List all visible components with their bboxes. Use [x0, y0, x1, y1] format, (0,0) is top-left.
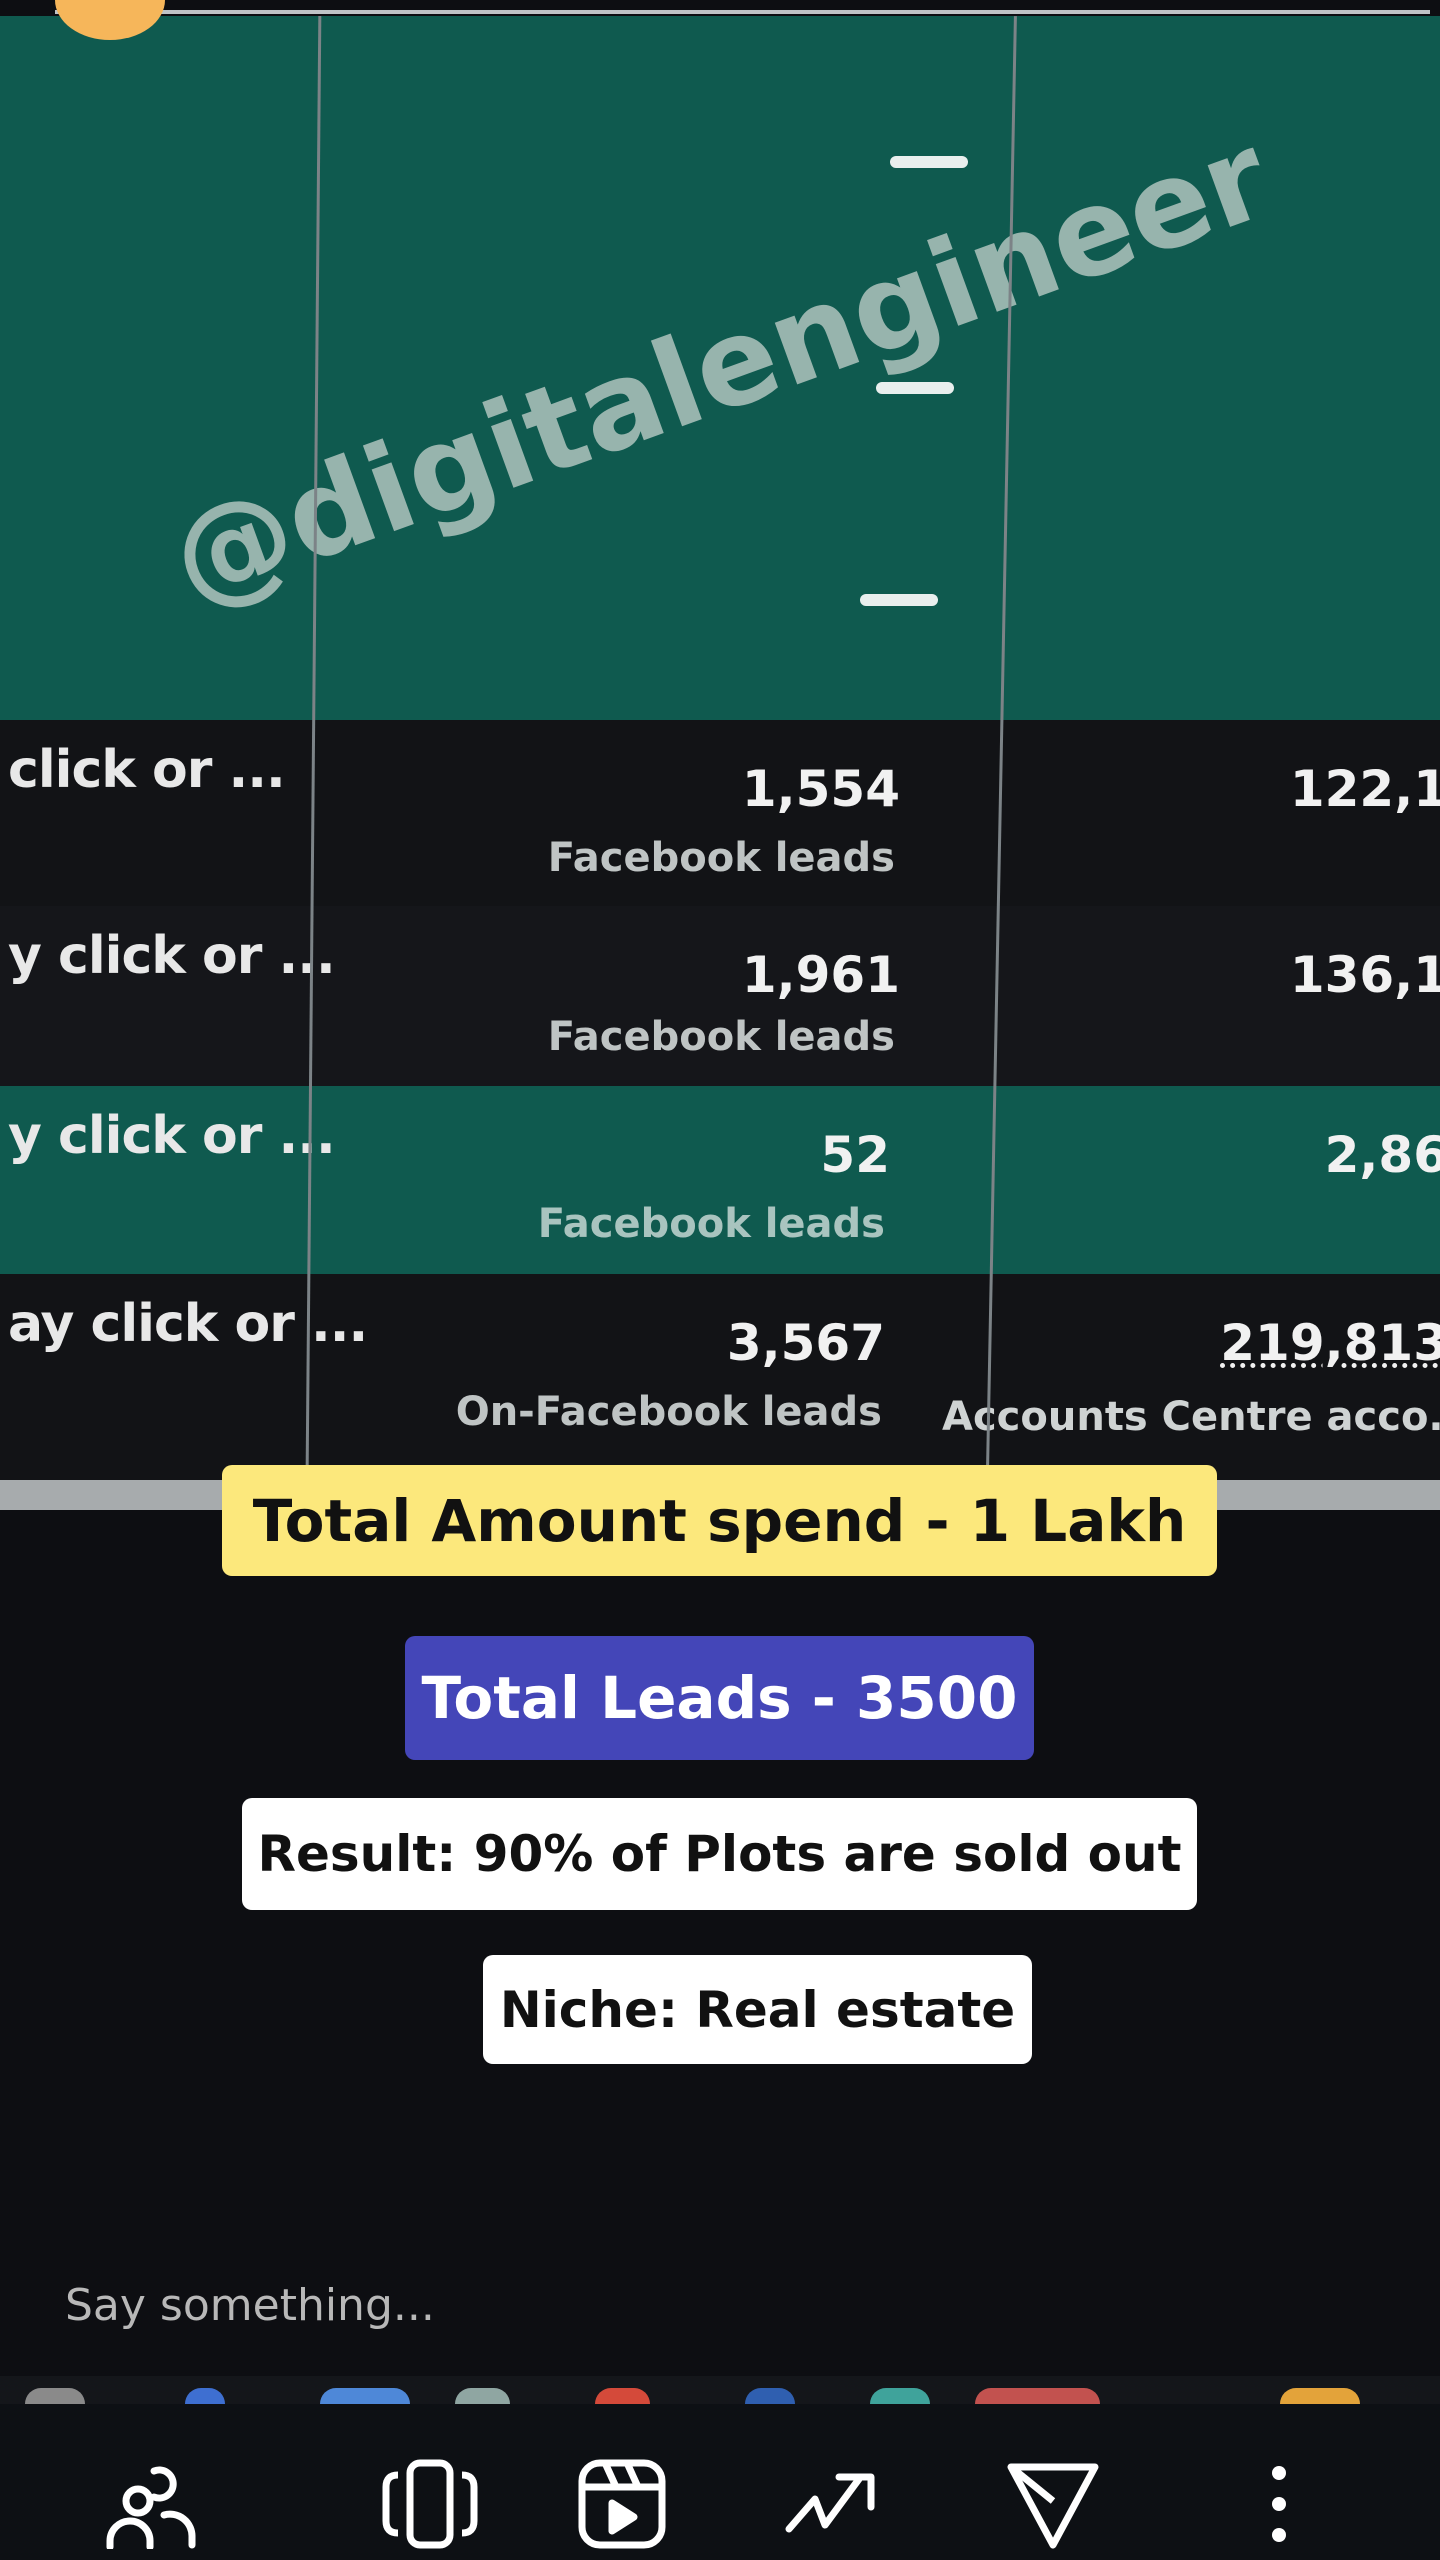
dash-mark [876, 382, 954, 394]
reach-value: 219,813 [1220, 1314, 1440, 1372]
app-icon [25, 2388, 85, 2404]
dash-mark [890, 156, 968, 168]
more-button[interactable] [1229, 2454, 1329, 2554]
app-icon [455, 2388, 510, 2404]
result-label: Result: 90% of Plots are sold out [242, 1798, 1197, 1910]
results-value: 3,567 [726, 1314, 885, 1372]
more-icon [1272, 2466, 1286, 2542]
app-icon [595, 2388, 650, 2404]
reach-value: 136,1 [1289, 946, 1440, 1004]
campaign-name: ay click or ... [8, 1294, 368, 1354]
send-icon [1007, 2463, 1099, 2549]
carousel-button[interactable] [380, 2454, 480, 2554]
campaign-name: y click or ... [8, 926, 336, 986]
people-icon [106, 2466, 196, 2549]
dash-mark [860, 594, 938, 606]
campaign-name: y click or ... [8, 1106, 336, 1166]
app-icon [745, 2388, 795, 2404]
spend-label: Total Amount spend - 1 Lakh [222, 1465, 1217, 1576]
results-type: Facebook leads [547, 1014, 895, 1060]
reels-icon [578, 2459, 666, 2549]
trending-icon [785, 2473, 875, 2533]
table-header-area [0, 16, 1440, 721]
leads-label: Total Leads - 3500 [405, 1636, 1034, 1760]
bottom-nav [0, 2404, 1440, 2560]
progress-line [55, 10, 1430, 14]
reels-button[interactable] [572, 2454, 672, 2554]
reach-value: 122,1 [1289, 760, 1440, 818]
reach-value: 2,86 [1324, 1126, 1440, 1184]
results-type: Facebook leads [547, 835, 895, 881]
app-icon [870, 2388, 930, 2404]
carousel-icon [382, 2459, 478, 2549]
table-row: ay click or ... 3,567 On-Facebook leads … [0, 1274, 1440, 1480]
results-type: Facebook leads [537, 1201, 885, 1247]
app-icon [975, 2388, 1100, 2404]
niche-label: Niche: Real estate [483, 1955, 1032, 2064]
app-icon [185, 2388, 225, 2404]
table-row: y click or ... 52 Facebook leads 2,86 [0, 1086, 1440, 1274]
table-row: y click or ... 1,961 Facebook leads 136,… [0, 906, 1440, 1086]
results-value: 52 [820, 1126, 890, 1184]
blurred-taskbar [0, 2376, 1440, 2404]
comment-input[interactable]: Say something... [65, 2280, 435, 2331]
reach-type: Accounts Centre acco... [942, 1394, 1440, 1440]
results-value: 1,961 [741, 946, 900, 1004]
people-button[interactable] [102, 2454, 202, 2554]
app-icon [1280, 2388, 1360, 2404]
results-type: On-Facebook leads [455, 1389, 882, 1435]
table-row: click or ... 1,554 Facebook leads 122,1 [0, 720, 1440, 906]
app-icon [320, 2388, 410, 2404]
send-button[interactable] [1003, 2454, 1103, 2554]
campaign-name: click or ... [8, 740, 286, 800]
results-value: 1,554 [741, 760, 900, 818]
trending-button[interactable] [783, 2454, 883, 2554]
